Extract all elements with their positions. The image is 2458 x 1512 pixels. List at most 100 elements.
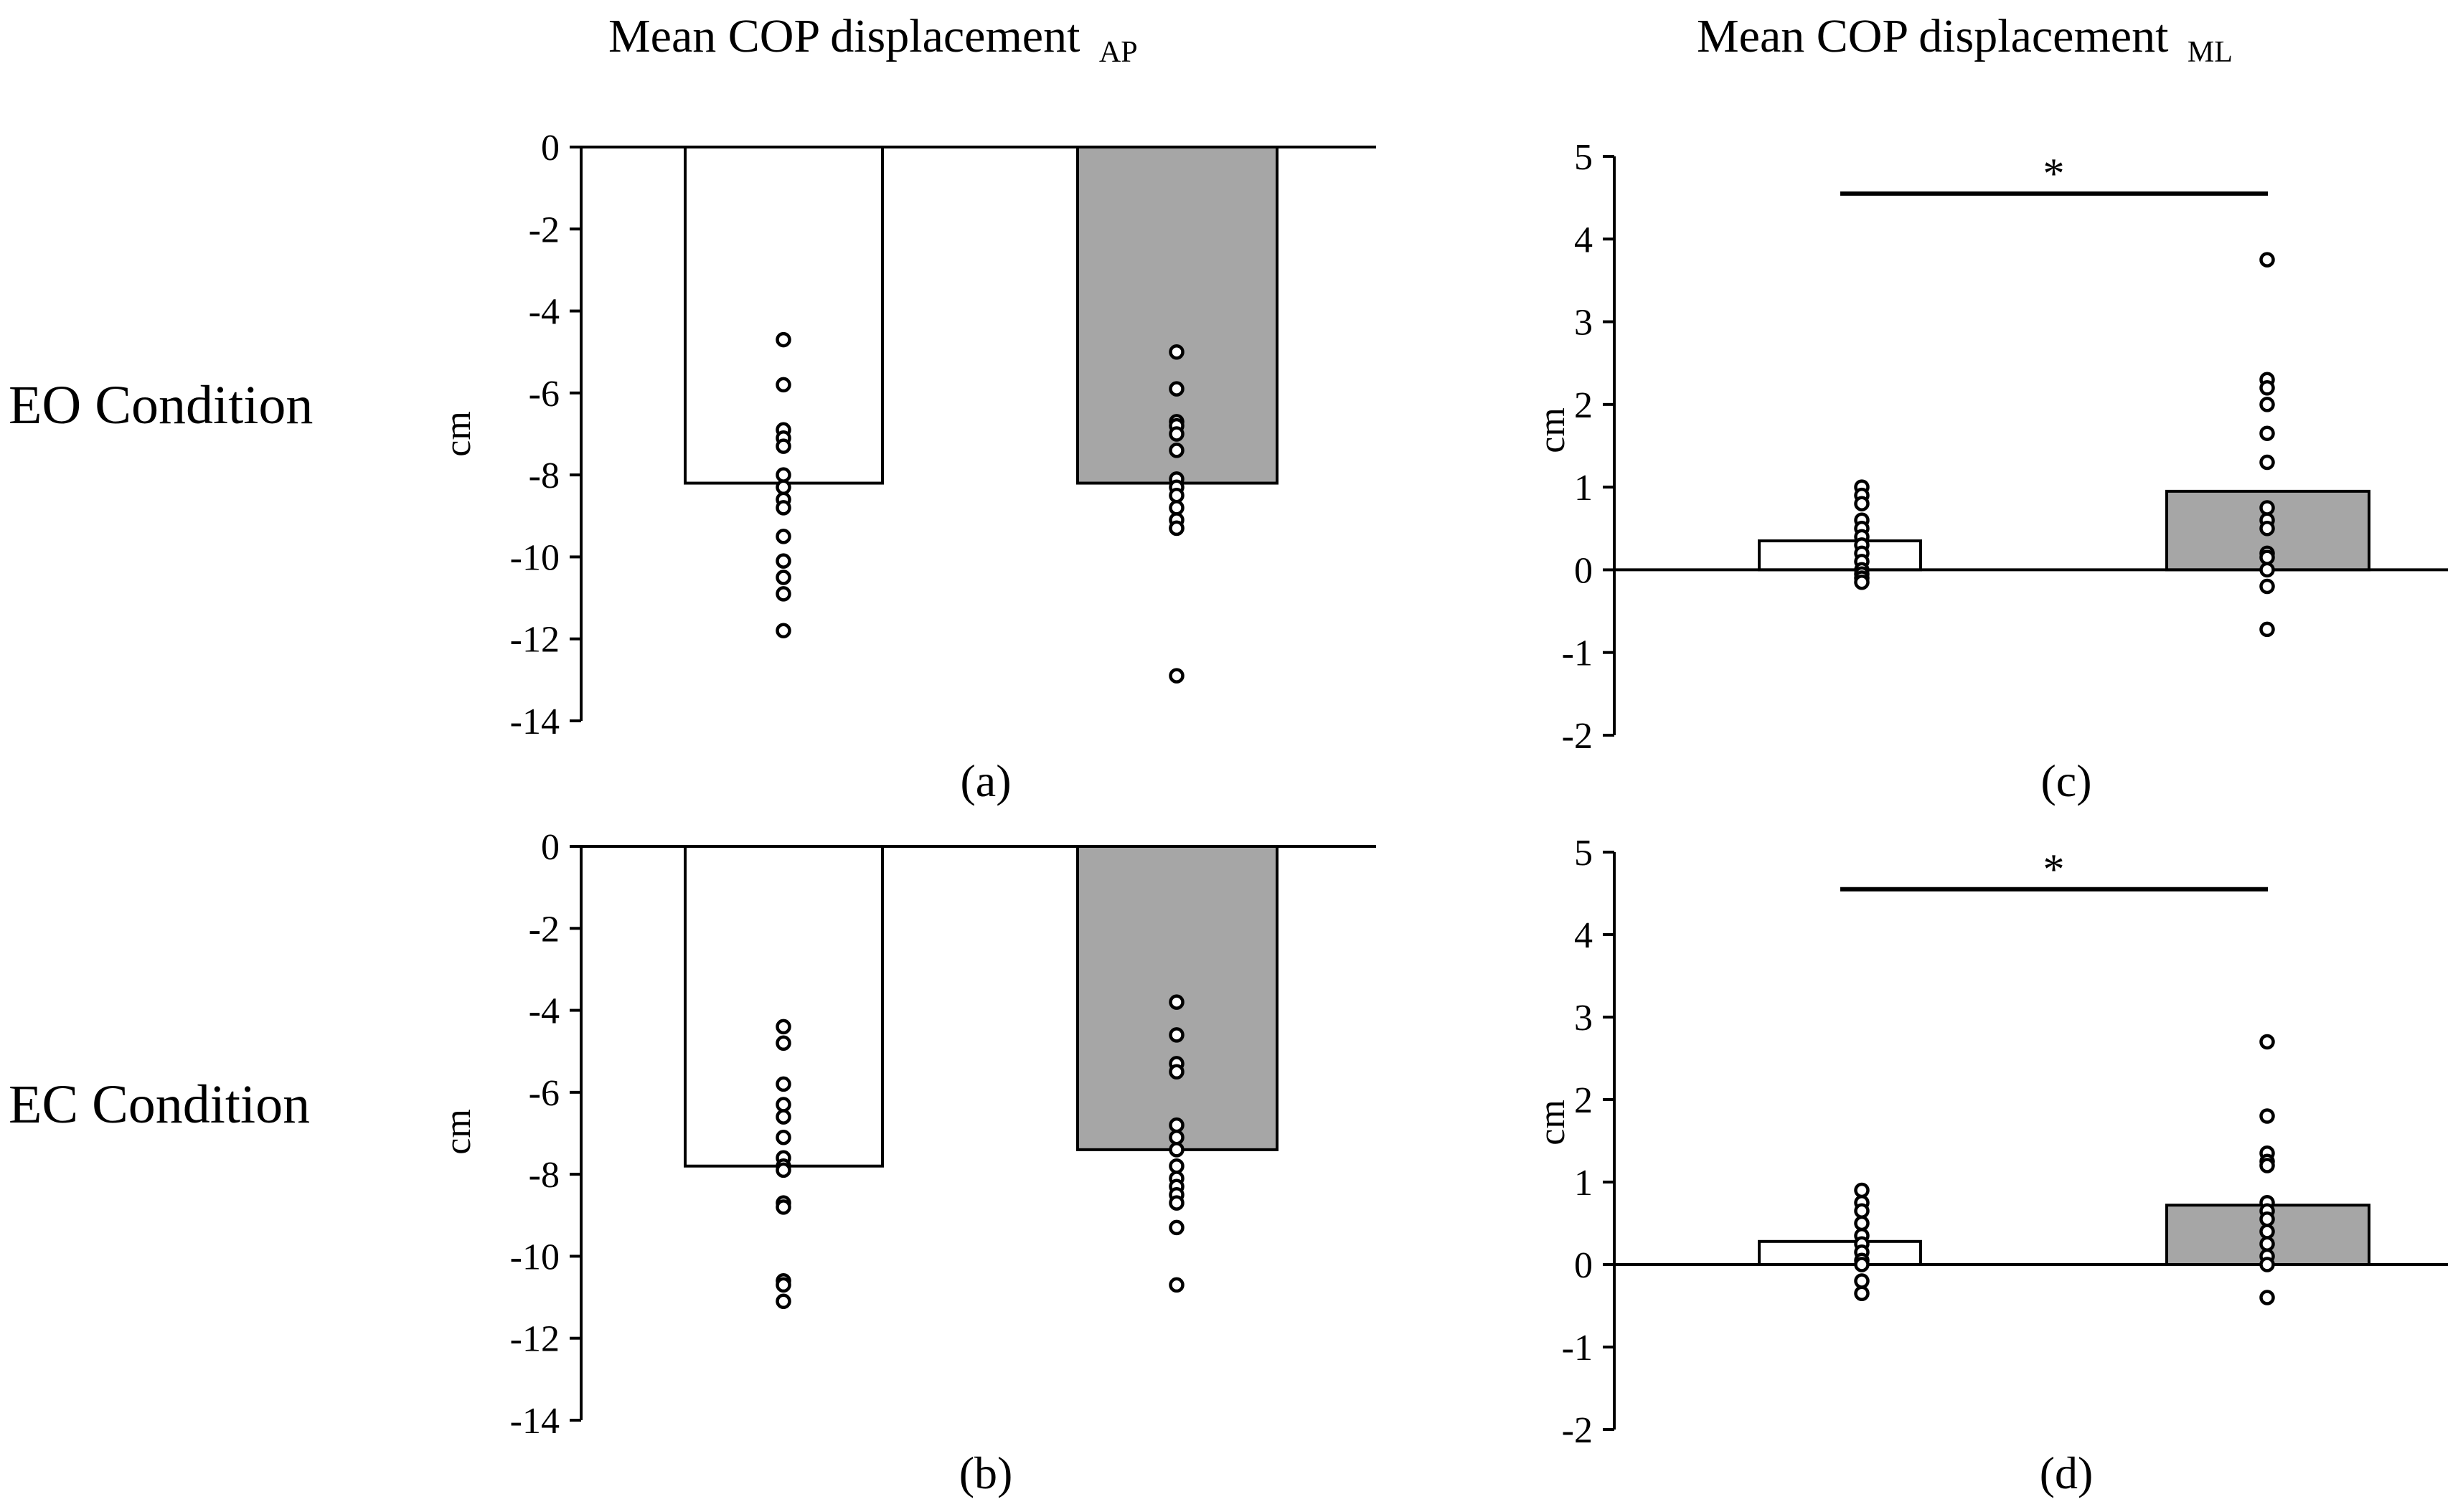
data-point <box>1169 487 1185 504</box>
data-point <box>1169 443 1185 458</box>
panel-label: (d) <box>2040 1447 2094 1498</box>
y-tick-label: 5 <box>1574 833 1593 874</box>
data-point <box>1169 520 1185 537</box>
data-point <box>2259 397 2275 412</box>
column-title-ap: Mean COP displacement AP <box>608 10 1138 69</box>
data-point <box>776 1076 791 1092</box>
bar-left <box>1758 1239 1922 1267</box>
data-point <box>776 467 791 483</box>
data-point <box>776 479 791 496</box>
y-tick-label: 1 <box>1574 468 1593 509</box>
data-point <box>2259 454 2275 471</box>
y-tick-label: 0 <box>1574 550 1593 591</box>
bar-left <box>1758 539 1922 572</box>
data-point <box>1854 1257 1870 1272</box>
y-axis-label: cm <box>1532 407 1573 453</box>
data-point <box>1854 574 1870 590</box>
data-point <box>776 331 791 348</box>
y-tick-label: -6 <box>529 374 560 415</box>
data-point <box>1854 1182 1870 1199</box>
y-axis-label: cm <box>438 411 479 457</box>
significance-star: * <box>2043 846 2065 893</box>
row-label-ec: EC Condition <box>9 1074 310 1135</box>
data-point <box>2259 621 2275 638</box>
panel-label: (b) <box>959 1447 1013 1498</box>
panel-label: (a) <box>960 755 1011 806</box>
column-title-ap-sub: AP <box>1099 36 1138 69</box>
data-point <box>1854 1203 1870 1219</box>
data-point <box>2259 1034 2275 1050</box>
data-point <box>776 623 791 639</box>
column-title-ml: Mean COP displacement ML <box>1697 10 2233 69</box>
column-title-ml-sub: ML <box>2188 36 2233 69</box>
data-point <box>776 500 791 516</box>
y-tick-label: -10 <box>510 537 560 578</box>
data-point <box>1169 1195 1185 1211</box>
data-point <box>2259 521 2275 537</box>
data-point <box>1169 1277 1185 1293</box>
row-label-eo: EO Condition <box>9 375 313 435</box>
data-point <box>2259 425 2275 441</box>
data-point <box>1169 344 1185 360</box>
y-tick-label: 4 <box>1574 915 1593 956</box>
data-point <box>776 1019 791 1035</box>
data-point <box>2259 1236 2275 1252</box>
data-point <box>776 1162 791 1178</box>
y-tick-label: -12 <box>510 1319 560 1360</box>
data-point <box>776 1035 791 1052</box>
data-point <box>1169 1117 1185 1133</box>
data-point <box>2259 1211 2275 1227</box>
panel-label: (c) <box>2040 755 2091 806</box>
data-point <box>1169 1027 1185 1043</box>
y-tick-label: -12 <box>510 620 560 661</box>
chart-panel-a: 0 -2 -4 -6 -8 -10 -12 -14 cm (a) <box>438 128 1376 806</box>
y-tick-label: 2 <box>1574 385 1593 426</box>
data-point <box>2259 1108 2275 1124</box>
data-point <box>1169 668 1185 684</box>
data-point <box>776 377 791 393</box>
y-tick-label: -2 <box>1562 1410 1593 1451</box>
chart-panel-b: 0 -2 -4 -6 -8 -10 -12 -14 cm (b) <box>438 827 1376 1498</box>
data-point <box>2259 1257 2275 1272</box>
data-point <box>776 438 791 454</box>
data-point <box>776 1199 791 1215</box>
y-tick-label: -4 <box>529 292 560 333</box>
significance-star: * <box>2043 150 2065 197</box>
y-tick-label: 3 <box>1574 303 1593 344</box>
data-point <box>2259 252 2275 268</box>
data-point <box>776 1109 791 1125</box>
y-tick-label: -1 <box>1562 633 1593 674</box>
y-tick-label: -2 <box>1562 716 1593 757</box>
chart-panel-c: 5 4 3 2 1 0 -1 -2 * cm (c) <box>1532 137 2448 806</box>
data-point <box>1169 381 1185 397</box>
y-tick-label: -14 <box>510 701 560 742</box>
data-point <box>776 586 791 602</box>
y-tick-label: -8 <box>529 455 560 496</box>
data-point <box>2259 549 2275 565</box>
data-point <box>1854 1285 1870 1301</box>
y-tick-label: 5 <box>1574 137 1593 178</box>
data-point <box>2259 1290 2275 1305</box>
data-point <box>2259 380 2275 396</box>
y-tick-label: 1 <box>1574 1163 1593 1204</box>
column-title-ap-main: Mean COP displacement <box>608 10 1080 62</box>
data-point <box>1169 1064 1185 1080</box>
y-tick-label: 0 <box>541 827 560 868</box>
y-tick-label: -10 <box>510 1237 560 1277</box>
y-axis-label: cm <box>438 1109 479 1155</box>
data-point <box>1854 1273 1870 1289</box>
data-point <box>2259 1158 2275 1173</box>
data-point <box>1169 426 1185 442</box>
data-point <box>776 529 791 544</box>
y-tick-label: 4 <box>1574 219 1593 260</box>
data-point <box>2259 578 2275 595</box>
data-point <box>2259 500 2275 516</box>
data-point <box>1169 1129 1185 1145</box>
column-title-ml-main: Mean COP displacement <box>1697 10 2168 62</box>
data-point <box>1169 994 1185 1010</box>
data-point <box>1169 1219 1185 1236</box>
data-point <box>776 1277 791 1293</box>
data-point <box>776 570 791 585</box>
y-tick-label: 3 <box>1574 998 1593 1039</box>
